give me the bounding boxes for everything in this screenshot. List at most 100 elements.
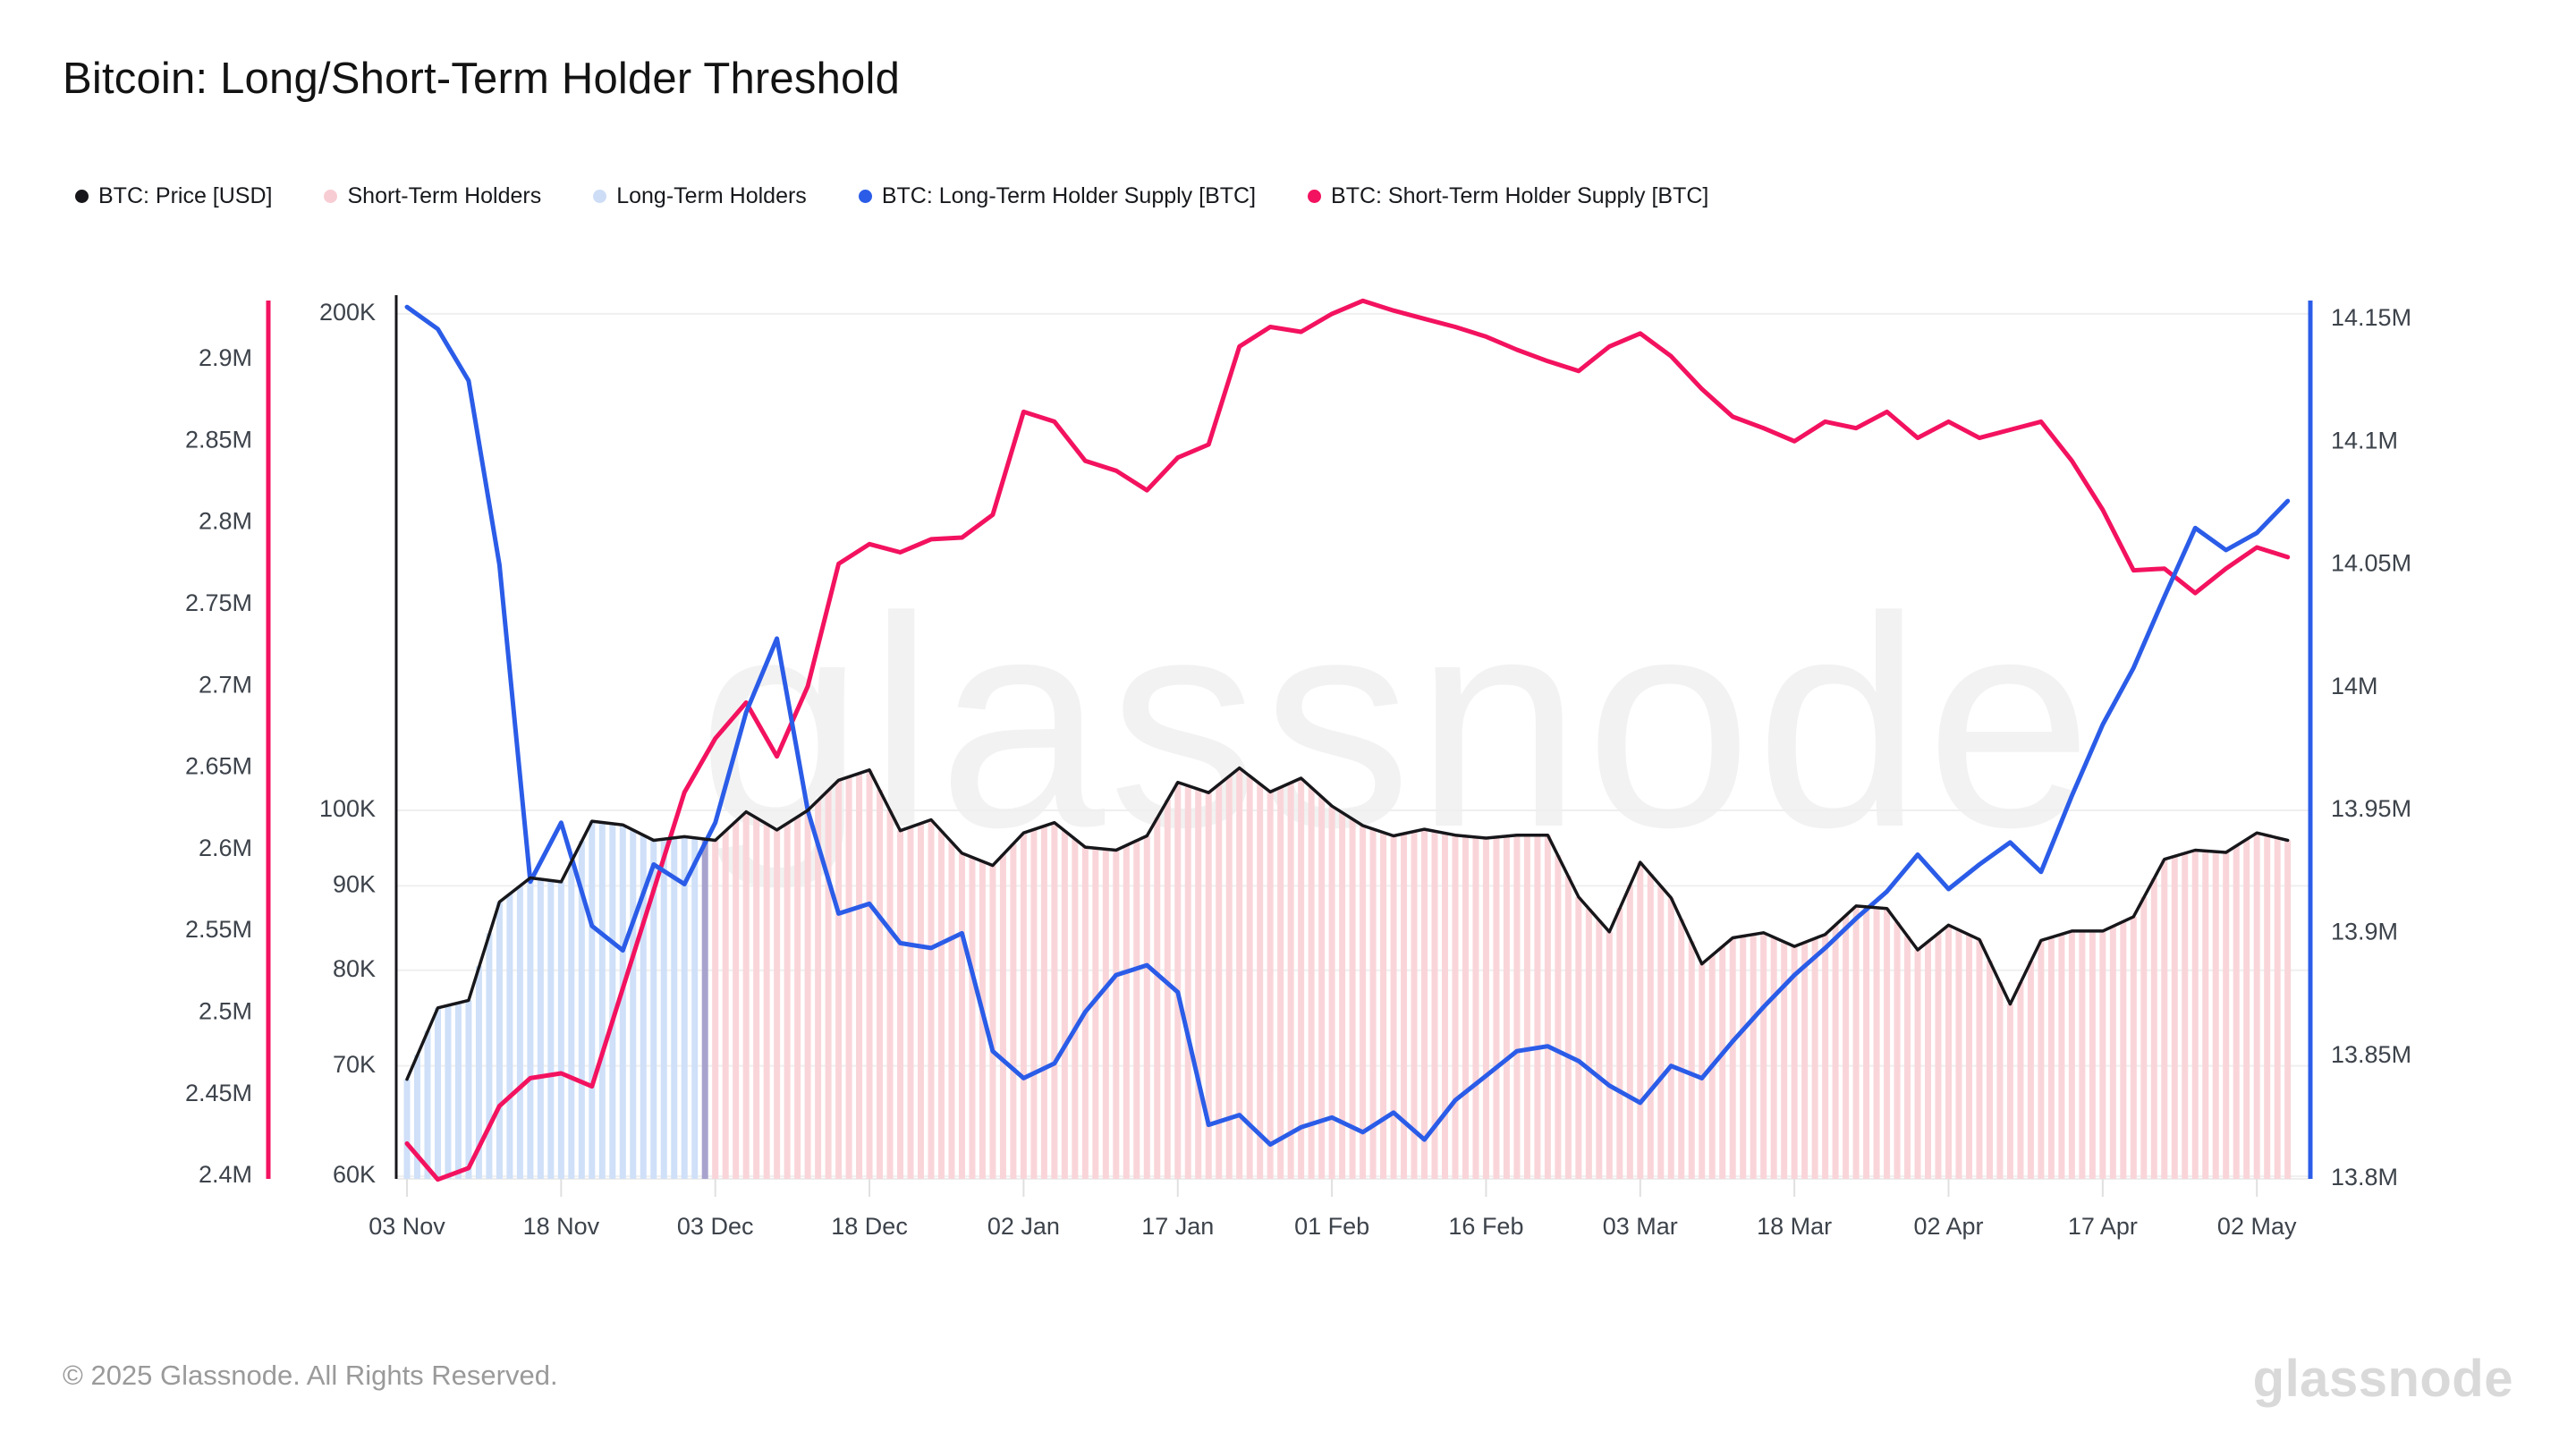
lth-axis-label: 14.05M	[2331, 550, 2411, 577]
legend-item-btc-price-usd[interactable]: BTC: Price [USD]	[75, 183, 272, 209]
x-axis-label: 03 Dec	[677, 1213, 754, 1240]
short-term-holder-bar	[1267, 792, 1274, 1179]
long-term-holder-bar	[547, 880, 555, 1179]
sth-axis-label: 2.8M	[199, 508, 252, 535]
short-term-holder-bar	[804, 810, 811, 1179]
short-term-holder-bar	[1791, 946, 1798, 1179]
short-term-holder-bar	[1472, 836, 1479, 1179]
short-term-holder-bar	[1411, 831, 1418, 1179]
price-axis-label: 100K	[319, 795, 376, 822]
plot-area[interactable]	[396, 295, 2310, 1179]
lth-supply-line	[404, 304, 2291, 1148]
short-term-holder-bar	[1051, 822, 1058, 1179]
short-term-holder-bar	[948, 842, 955, 1179]
short-term-holder-bar	[1945, 925, 1952, 1179]
short-term-holder-bar	[2017, 982, 2024, 1179]
short-term-holder-bar	[2027, 961, 2034, 1179]
price-line	[405, 766, 2290, 1081]
legend-item-btc-long-term-holder-supply-btc[interactable]: BTC: Long-Term Holder Supply [BTC]	[858, 183, 1256, 209]
lth-axis-label: 13.95M	[2331, 795, 2411, 822]
short-term-holder-bar	[1719, 946, 1726, 1179]
legend-dot	[858, 190, 872, 203]
x-axis-label: 16 Feb	[1448, 1213, 1523, 1240]
legend-item-long-term-holders[interactable]: Long-Term Holders	[593, 183, 807, 209]
short-term-holder-bar	[1534, 835, 1541, 1179]
short-term-holder-bar	[1699, 963, 1706, 1179]
legend-item-btc-short-term-holder-supply-btc[interactable]: BTC: Short-Term Holder Supply [BTC]	[1308, 183, 1708, 209]
price-axis-label: 80K	[333, 955, 376, 982]
short-term-holder-bar	[1626, 885, 1633, 1179]
short-term-holder-bar	[1184, 785, 1191, 1179]
short-term-holder-bar	[1092, 848, 1099, 1179]
short-term-holder-bar	[1781, 941, 1788, 1179]
page-title: Bitcoin: Long/Short-Term Holder Threshol…	[63, 55, 901, 103]
short-term-holder-bar	[1606, 931, 1613, 1179]
short-term-holder-bar	[733, 821, 740, 1179]
short-term-holder-bar	[845, 776, 852, 1179]
short-term-holder-bar	[753, 818, 760, 1179]
long-term-holder-bar	[516, 886, 523, 1179]
x-axis-label: 18 Mar	[1757, 1213, 1832, 1240]
short-term-holder-bar	[928, 819, 935, 1179]
lth-axis-label: 13.9M	[2331, 919, 2398, 945]
short-term-holder-bar	[835, 780, 843, 1179]
price-axis-labels: 200K 100K 90K 80K 70K 60K	[319, 299, 376, 1188]
sth-axis-label: 2.4M	[199, 1161, 252, 1188]
short-term-holder-bar	[1010, 843, 1017, 1179]
legend-item-short-term-holders[interactable]: Short-Term Holders	[324, 183, 541, 209]
long-term-holder-bar	[598, 822, 606, 1179]
short-term-holder-bar	[1216, 784, 1223, 1179]
short-term-holder-bar	[1760, 932, 1767, 1179]
short-term-holder-bar	[1822, 934, 1829, 1179]
short-term-holder-bar	[1637, 862, 1644, 1179]
short-term-holder-bar	[1349, 818, 1356, 1179]
short-term-holder-bar	[1555, 855, 1562, 1179]
legend-dot	[75, 190, 89, 203]
long-term-holder-bar	[619, 825, 626, 1179]
lth-axis-label: 13.85M	[2331, 1041, 2411, 1068]
short-term-holder-bar	[918, 823, 924, 1179]
x-axis-label: 03 Nov	[369, 1213, 445, 1240]
short-term-holder-bar	[877, 789, 884, 1179]
short-term-holder-bar	[712, 840, 719, 1179]
legend-item-label: Short-Term Holders	[347, 183, 542, 208]
short-term-holder-bar	[1154, 818, 1161, 1179]
short-term-holder-bar	[825, 790, 832, 1179]
short-term-holder-bar	[1564, 876, 1572, 1179]
legend-dot	[593, 190, 607, 203]
long-term-holder-bar	[609, 823, 616, 1179]
long-term-holder-bar	[681, 836, 688, 1179]
long-term-holder-bar	[403, 1079, 411, 1179]
short-term-holder-bar	[1585, 908, 1592, 1179]
short-term-holder-bar	[1904, 936, 1911, 1179]
sth-supply-line	[404, 298, 2291, 1182]
short-term-holder-bar	[1339, 812, 1346, 1179]
short-term-holder-bar	[2089, 930, 2096, 1179]
short-term-holder-bar	[2253, 833, 2260, 1179]
lth-axis-label: 14.1M	[2331, 427, 2398, 453]
short-term-holder-bar	[1225, 775, 1233, 1179]
sth-axis-label: 2.5M	[199, 998, 252, 1025]
long-term-holder-bar	[506, 894, 513, 1179]
short-term-holder-bar	[2150, 877, 2157, 1179]
sth-supply-axis-labels: 2.9M 2.85M 2.8M 2.75M 2.7M 2.65M 2.6M 2.55M 2.5M…	[185, 344, 252, 1188]
glassnode-logo: glassnode	[2252, 1350, 2513, 1408]
long-term-holder-bar	[486, 933, 493, 1179]
short-term-holder-bar	[1493, 836, 1500, 1179]
short-term-holder-bar	[907, 826, 914, 1179]
long-term-holder-bar	[465, 1000, 472, 1179]
lth-axis-label: 14M	[2331, 673, 2378, 699]
short-term-holder-bar	[774, 829, 781, 1179]
transition-bar	[701, 839, 708, 1179]
short-term-holder-bar	[1482, 838, 1489, 1179]
short-term-holder-bar	[1801, 942, 1809, 1179]
x-axis-label: 02 May	[2217, 1213, 2297, 1240]
short-term-holder-bar	[1596, 919, 1603, 1179]
long-term-holder-bar	[496, 902, 503, 1179]
short-term-holder-bar	[2079, 930, 2086, 1179]
x-axis-label: 18 Nov	[523, 1213, 600, 1240]
short-term-holder-bar	[1729, 937, 1736, 1179]
long-term-holder-bar	[413, 1055, 420, 1179]
price-axis-label: 200K	[319, 299, 376, 326]
short-term-holder-bar	[1914, 950, 1921, 1179]
